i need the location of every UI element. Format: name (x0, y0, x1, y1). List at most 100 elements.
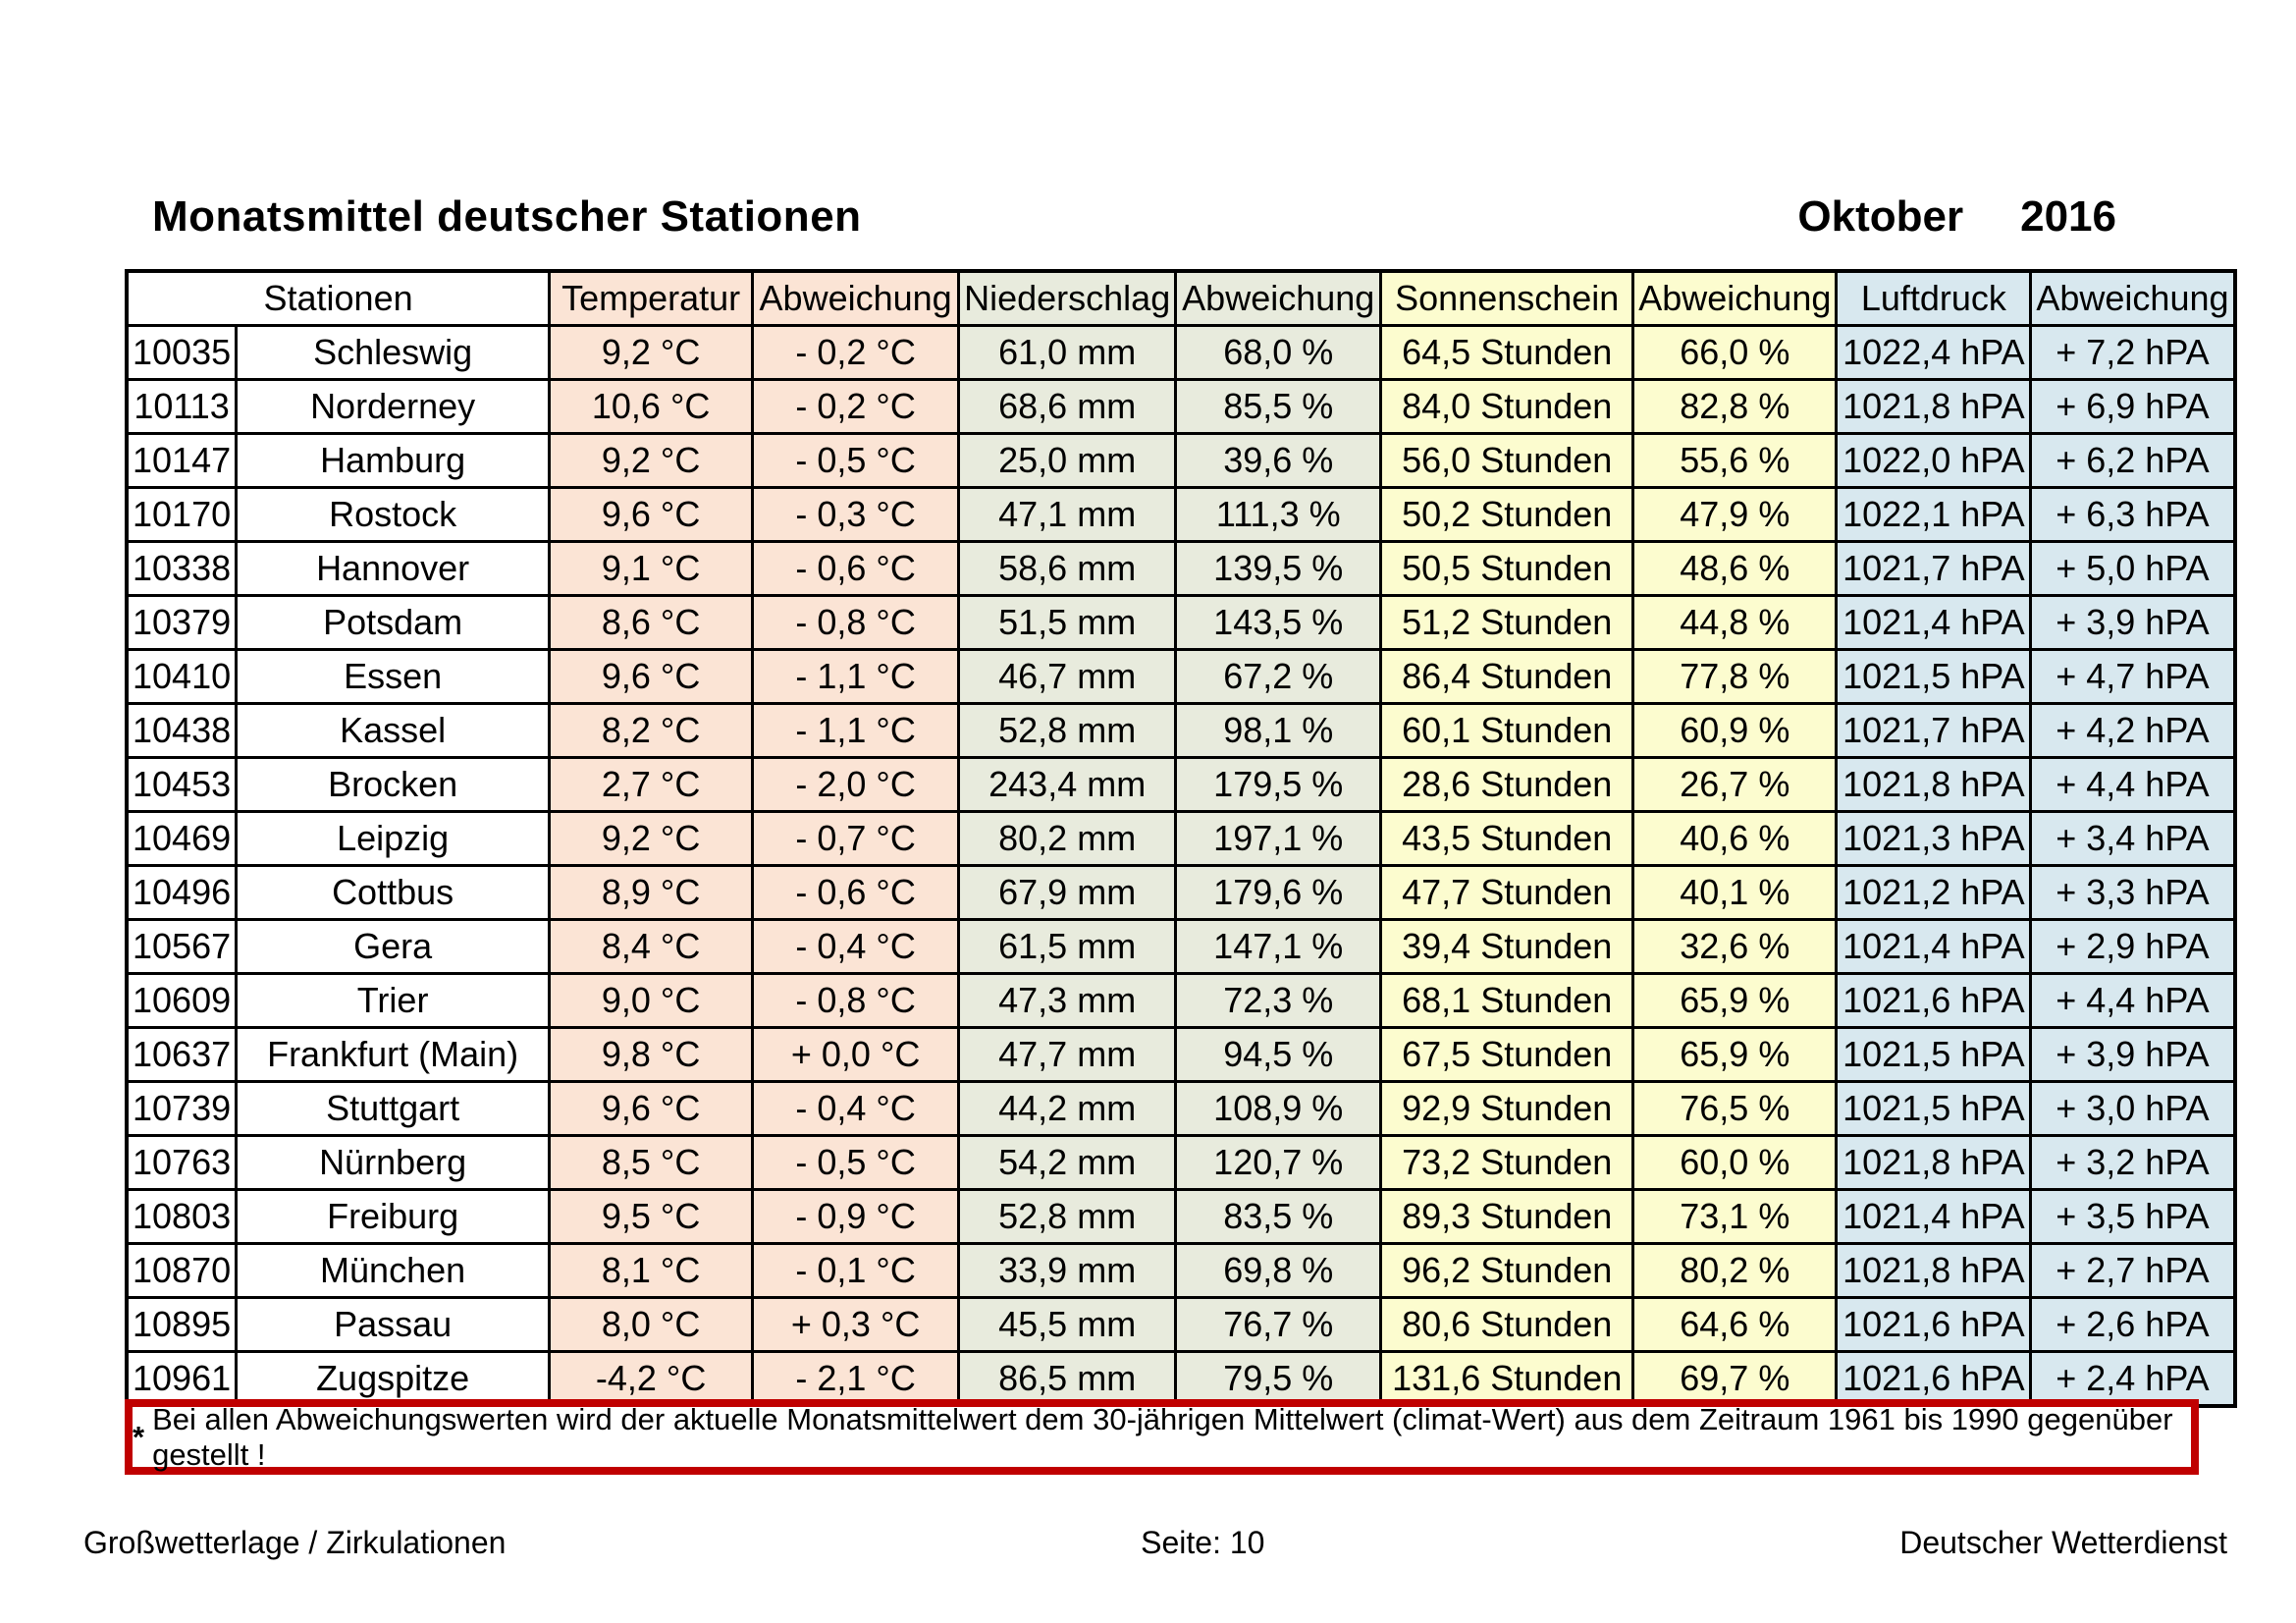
precipitation-cell: 243,4 mm (957, 756, 1178, 813)
temperature-deviation-cell: - 0,4 °C (751, 1080, 961, 1137)
deviation-note-text: Bei allen Abweichungswerten wird der akt… (152, 1401, 2173, 1472)
station-name-cell: Freiburg (235, 1188, 552, 1245)
header-luftdruck: Luftdruck (1835, 269, 2033, 327)
pressure-deviation-cell: + 6,9 hPA (2029, 378, 2237, 435)
temperature-cell: 9,2 °C (548, 810, 755, 867)
station-name-cell: Hannover (235, 540, 552, 597)
pressure-cell: 1021,7 hPA (1835, 702, 2033, 759)
sunshine-cell: 43,5 Stunden (1379, 810, 1635, 867)
pressure-cell: 1021,6 hPA (1835, 1350, 2033, 1408)
sunshine-deviation-cell: 82,8 % (1631, 378, 1839, 435)
pressure-deviation-cell: + 2,7 hPA (2029, 1242, 2237, 1299)
pressure-deviation-cell: + 4,7 hPA (2029, 648, 2237, 705)
table-row: 10803 Freiburg 9,5 °C - 0,9 °C 52,8 mm 83,5 %… (125, 1188, 2237, 1245)
precipitation-cell: 51,5 mm (957, 594, 1178, 651)
precipitation-cell: 45,5 mm (957, 1296, 1178, 1353)
station-id-cell: 10453 (125, 756, 239, 813)
pressure-deviation-cell: + 3,0 hPA (2029, 1080, 2237, 1137)
station-id-cell: 10113 (125, 378, 239, 435)
report-month: Oktober (1797, 192, 1964, 241)
header-bar: Monatsmittel deutscher Stationen Oktober… (152, 192, 2116, 242)
precipitation-deviation-cell: 143,5 % (1174, 594, 1383, 651)
table-row: 10637 Frankfurt (Main) 9,8 °C + 0,0 °C 47,7 … (125, 1026, 2237, 1083)
table-row: 10870 München 8,1 °C - 0,1 °C 33,9 mm 69,8 % 9… (125, 1242, 2237, 1299)
station-rows: 10035 Schleswig 9,2 °C - 0,2 °C 61,0 mm 68,0 … (125, 324, 2237, 1408)
station-id-cell: 10170 (125, 486, 239, 543)
table-row: 10453 Brocken 2,7 °C - 2,0 °C 243,4 mm 179,5 … (125, 756, 2237, 813)
sunshine-cell: 51,2 Stunden (1379, 594, 1635, 651)
station-id-cell: 10410 (125, 648, 239, 705)
temperature-deviation-cell: + 0,3 °C (751, 1296, 961, 1353)
sunshine-deviation-cell: 47,9 % (1631, 486, 1839, 543)
pressure-cell: 1022,1 hPA (1835, 486, 2033, 543)
temperature-deviation-cell: - 0,8 °C (751, 972, 961, 1029)
precipitation-cell: 25,0 mm (957, 432, 1178, 489)
precipitation-deviation-cell: 179,5 % (1174, 756, 1383, 813)
pressure-deviation-cell: + 3,9 hPA (2029, 594, 2237, 651)
temperature-deviation-cell: + 0,0 °C (751, 1026, 961, 1083)
pressure-deviation-cell: + 3,3 hPA (2029, 864, 2237, 921)
table-row: 10438 Kassel 8,2 °C - 1,1 °C 52,8 mm 98,1 % 60… (125, 702, 2237, 759)
temperature-cell: 8,4 °C (548, 918, 755, 975)
station-id-cell: 10438 (125, 702, 239, 759)
station-id-cell: 10803 (125, 1188, 239, 1245)
sunshine-cell: 131,6 Stunden (1379, 1350, 1635, 1408)
temperature-cell: 8,2 °C (548, 702, 755, 759)
header-niederschlag-abweichung: Abweichung (1174, 269, 1383, 327)
temperature-deviation-cell: - 0,5 °C (751, 432, 961, 489)
page-title: Monatsmittel deutscher Stationen (152, 192, 862, 241)
sunshine-cell: 84,0 Stunden (1379, 378, 1635, 435)
pressure-deviation-cell: + 2,9 hPA (2029, 918, 2237, 975)
station-id-cell: 10567 (125, 918, 239, 975)
station-id-cell: 10961 (125, 1350, 239, 1408)
header-sonnenschein-abweichung: Abweichung (1631, 269, 1839, 327)
station-id-cell: 10147 (125, 432, 239, 489)
sunshine-cell: 89,3 Stunden (1379, 1188, 1635, 1245)
station-id-cell: 10035 (125, 324, 239, 381)
precipitation-deviation-cell: 139,5 % (1174, 540, 1383, 597)
station-id-cell: 10637 (125, 1026, 239, 1083)
table-row: 10035 Schleswig 9,2 °C - 0,2 °C 61,0 mm 68,0 … (125, 324, 2237, 381)
precipitation-deviation-cell: 79,5 % (1174, 1350, 1383, 1408)
header-sonnenschein: Sonnenschein (1379, 269, 1635, 327)
sunshine-deviation-cell: 64,6 % (1631, 1296, 1839, 1353)
pressure-cell: 1021,4 hPA (1835, 1188, 2033, 1245)
sunshine-cell: 50,5 Stunden (1379, 540, 1635, 597)
pressure-cell: 1021,7 hPA (1835, 540, 2033, 597)
footer-bar: Großwetterlage / Zirkulationen Seite: 10… (83, 1525, 2227, 1561)
precipitation-deviation-cell: 68,0 % (1174, 324, 1383, 381)
temperature-cell: 9,0 °C (548, 972, 755, 1029)
station-name-cell: Gera (235, 918, 552, 975)
temperature-cell: 8,0 °C (548, 1296, 755, 1353)
pressure-cell: 1022,0 hPA (1835, 432, 2033, 489)
temperature-cell: 9,5 °C (548, 1188, 755, 1245)
note-asterisk: * (133, 1419, 145, 1454)
precipitation-cell: 47,1 mm (957, 486, 1178, 543)
temperature-deviation-cell: - 0,8 °C (751, 594, 961, 651)
sunshine-deviation-cell: 77,8 % (1631, 648, 1839, 705)
sunshine-deviation-cell: 40,1 % (1631, 864, 1839, 921)
pressure-deviation-cell: + 7,2 hPA (2029, 324, 2237, 381)
temperature-deviation-cell: - 0,6 °C (751, 864, 961, 921)
table-row: 10567 Gera 8,4 °C - 0,4 °C 61,5 mm 147,1 % 39,… (125, 918, 2237, 975)
precipitation-deviation-cell: 69,8 % (1174, 1242, 1383, 1299)
station-id-cell: 10609 (125, 972, 239, 1029)
sunshine-deviation-cell: 80,2 % (1631, 1242, 1839, 1299)
table-row: 10961 Zugspitze -4,2 °C - 2,1 °C 86,5 mm 79,5… (125, 1350, 2237, 1408)
table-row: 10895 Passau 8,0 °C + 0,3 °C 45,5 mm 76,7 % 80… (125, 1296, 2237, 1353)
pressure-cell: 1021,2 hPA (1835, 864, 2033, 921)
pressure-cell: 1021,5 hPA (1835, 1026, 2033, 1083)
temperature-cell: 9,8 °C (548, 1026, 755, 1083)
precipitation-cell: 52,8 mm (957, 702, 1178, 759)
precipitation-cell: 44,2 mm (957, 1080, 1178, 1137)
sunshine-cell: 86,4 Stunden (1379, 648, 1635, 705)
pressure-cell: 1021,8 hPA (1835, 1242, 2033, 1299)
temperature-cell: 8,6 °C (548, 594, 755, 651)
temperature-deviation-cell: - 0,2 °C (751, 324, 961, 381)
sunshine-deviation-cell: 69,7 % (1631, 1350, 1839, 1408)
temperature-deviation-cell: - 0,3 °C (751, 486, 961, 543)
pressure-deviation-cell: + 6,2 hPA (2029, 432, 2237, 489)
precipitation-deviation-cell: 76,7 % (1174, 1296, 1383, 1353)
pressure-cell: 1021,6 hPA (1835, 1296, 2033, 1353)
pressure-deviation-cell: + 4,4 hPA (2029, 756, 2237, 813)
